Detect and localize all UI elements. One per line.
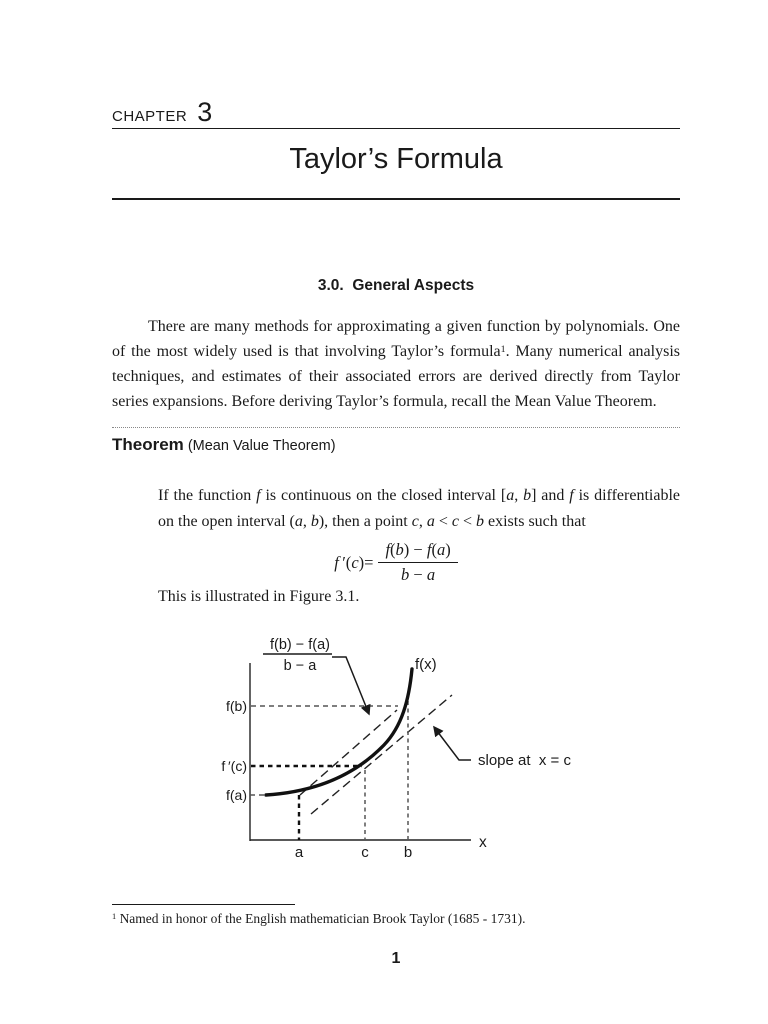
slope-label: slope at x = c	[478, 752, 571, 769]
intro-paragraph: There are many methods for approximating…	[112, 318, 680, 410]
fraction-arrow	[332, 656, 371, 716]
footnote-rule	[112, 904, 295, 905]
section-heading: 3.0. General Aspects	[317, 277, 475, 294]
formula-lhs: f ′(c)=	[334, 552, 374, 572]
chapter-header: CHAPTER 3	[112, 97, 680, 128]
x-axis-label: x	[479, 834, 487, 851]
chapter-label: CHAPTER	[112, 108, 188, 125]
formula-denominator: b − a	[378, 562, 458, 585]
figure-reference-sentence: This is illustrated in Figure 3.1.	[158, 588, 360, 605]
fraction-denominator-label: b − a	[284, 658, 318, 674]
mvt-figure: x f(b) f ′(c) f(a) a c b f(x) f(b) − f(a…	[221, 637, 571, 861]
chapter-number: 3	[197, 97, 213, 127]
theorem-keyword: Theorem	[112, 435, 184, 454]
theorem-heading: Theorem (Mean Value Theorem)	[112, 435, 680, 455]
fb-label: f(b)	[226, 698, 247, 714]
chapter-rule	[112, 128, 680, 129]
mvt-formula: f ′(c)= f(b) − f(a) b − a	[112, 540, 680, 585]
function-curve	[264, 667, 414, 797]
page-title: Taylor’s Formula	[289, 143, 503, 175]
slope-arrow	[433, 725, 471, 761]
title-rule	[112, 198, 680, 200]
page-number: 1	[391, 950, 401, 967]
formula-fraction: f(b) − f(a) b − a	[378, 540, 458, 585]
fraction-numerator-label: f(b) − f(a)	[270, 637, 330, 653]
a-tick-label: a	[295, 844, 304, 861]
theorem-qualifier: (Mean Value Theorem)	[183, 438, 336, 454]
fpc-label: f ′(c)	[221, 758, 247, 774]
theorem-divider	[112, 427, 680, 428]
b-tick-label: b	[404, 844, 412, 861]
theorem-body: If the function f is continuous on the c…	[158, 487, 680, 530]
secant-line	[299, 709, 398, 796]
tangent-line	[310, 694, 453, 815]
footnote-text: 1 Named in honor of the English mathemat…	[112, 911, 526, 926]
curve-label: f(x)	[415, 656, 437, 673]
fa-label: f(a)	[226, 787, 247, 803]
formula-numerator: f(b) − f(a)	[385, 540, 451, 559]
c-tick-label: c	[361, 844, 369, 861]
